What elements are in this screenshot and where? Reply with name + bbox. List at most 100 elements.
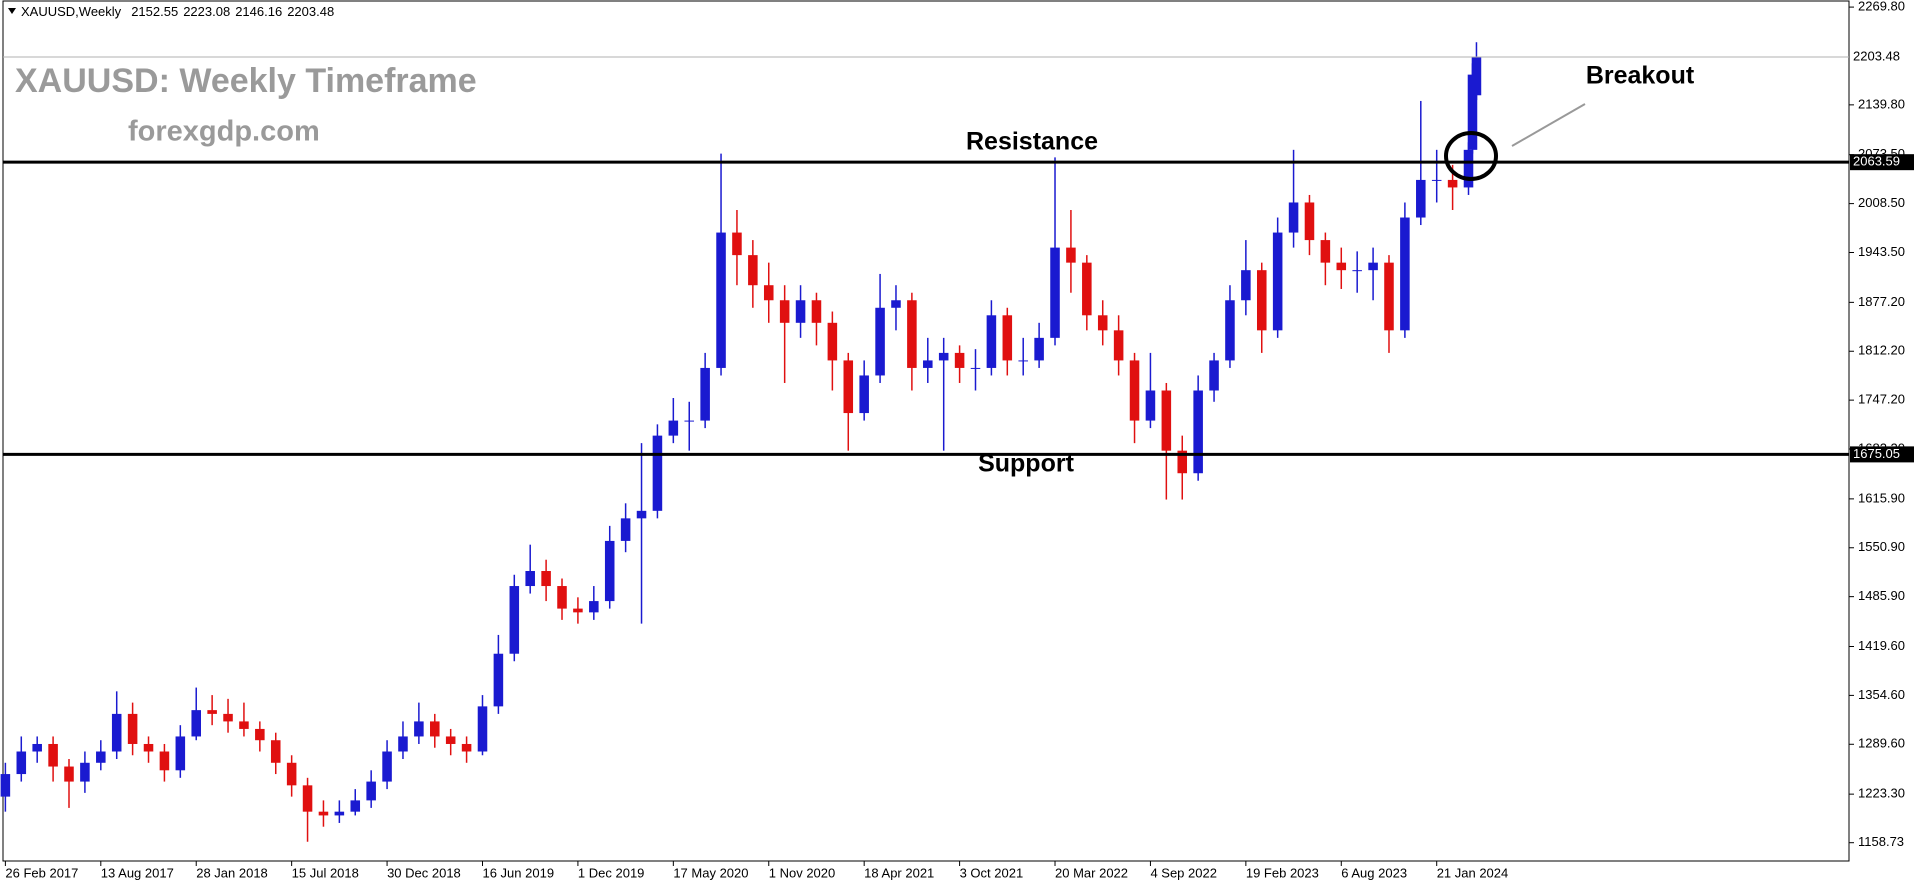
candle-body [652, 435, 663, 511]
y-tick-label: 1615.90 [1858, 490, 1905, 505]
candle-body [461, 743, 472, 752]
candle-body [318, 811, 329, 816]
resistance-label: Resistance [966, 128, 1098, 156]
candle-body [48, 743, 58, 767]
candle-body [1304, 202, 1315, 241]
y-tick-label: 1419.60 [1858, 638, 1905, 653]
candle-body [223, 713, 233, 722]
candle-body [668, 420, 679, 436]
candle-body [1447, 179, 1458, 188]
candle-body [923, 360, 933, 368]
y-tick-label: 2008.50 [1858, 195, 1905, 210]
candle-body [1225, 300, 1235, 361]
candle-body [96, 751, 106, 763]
candle-body [1272, 232, 1283, 331]
candle-body [938, 352, 949, 361]
plot-frame [2, 0, 1850, 862]
candle-body [843, 360, 854, 414]
x-tick-label: 17 May 2020 [673, 865, 748, 880]
candle-body [64, 766, 74, 782]
menu-triangle [8, 8, 16, 14]
chart-title: XAUUSD: Weekly Timeframe [15, 62, 477, 100]
candle-body [604, 540, 615, 602]
candle-body [1241, 270, 1251, 301]
candle-body [270, 740, 281, 763]
y-tick-label: 1877.20 [1858, 294, 1905, 309]
x-tick-label: 26 Feb 2017 [5, 865, 78, 880]
candle-body [827, 322, 838, 361]
current-price-box [1850, 48, 1914, 65]
candle-body [525, 570, 535, 587]
candle-body [1256, 270, 1267, 331]
candle-body [445, 736, 456, 744]
candle-body [509, 586, 520, 654]
candle-body [1471, 56, 1482, 96]
header-close: 2203.48 [287, 4, 334, 19]
header-open: 2152.55 [131, 4, 178, 19]
candle-body [334, 811, 345, 816]
candle-body [875, 307, 885, 376]
y-tick-label: 1812.20 [1858, 343, 1905, 358]
support-label: Support [978, 450, 1074, 478]
candle-body [0, 774, 11, 797]
candle-body [859, 375, 869, 414]
resistance-price-label: 2063.59 [1853, 154, 1900, 169]
support-price-label: 1675.05 [1853, 446, 1900, 461]
candle-body [1113, 330, 1124, 361]
candle-body [1384, 262, 1394, 331]
support-price-box [1850, 446, 1914, 463]
x-tick-label: 19 Feb 2023 [1246, 865, 1319, 880]
candle-body [1082, 262, 1092, 316]
candle-body [1097, 315, 1108, 331]
y-tick-label: 1485.90 [1858, 588, 1905, 603]
x-tick-label: 15 Jul 2018 [292, 865, 359, 880]
x-tick-label: 30 Dec 2018 [387, 865, 461, 880]
candle-body [541, 570, 551, 587]
candle-body [430, 721, 440, 737]
header-low: 2146.16 [235, 4, 282, 19]
candles [0, 42, 1482, 842]
candle-body [589, 601, 599, 613]
x-tick-label: 4 Sep 2022 [1150, 865, 1217, 880]
candle-body [1463, 149, 1474, 188]
resistance-price-box [1850, 154, 1914, 171]
candle-body [891, 300, 901, 308]
x-tick-label: 16 Jun 2019 [482, 865, 554, 880]
y-tick-label: 2269.80 [1858, 0, 1905, 14]
y-tick-label: 1289.60 [1858, 736, 1905, 751]
candle-body [1161, 390, 1172, 451]
candle-body [382, 751, 392, 782]
candle-body [1416, 179, 1426, 218]
candle-body [732, 232, 742, 256]
candle-body [1177, 450, 1188, 474]
candle-body [1352, 270, 1362, 272]
candle-body [286, 762, 297, 786]
y-tick-label: 1223.30 [1858, 786, 1905, 801]
candle-body [414, 721, 424, 737]
candle-body [1368, 262, 1378, 271]
candle-body [16, 751, 27, 775]
breakout-arrow [1511, 103, 1586, 147]
header-high: 2223.08 [183, 4, 230, 19]
subtitle: forexgdp.com [128, 116, 320, 148]
symbol: XAUUSD,Weekly [21, 4, 122, 19]
candle-body [700, 367, 710, 421]
breakout-circle [1444, 131, 1498, 181]
candle-body [811, 300, 822, 323]
candle-body [573, 608, 583, 613]
current-price-label: 2203.48 [1853, 48, 1900, 63]
header: XAUUSD,Weekly 2152.55 2223.08 2146.16 2203.4… [21, 4, 334, 19]
candle-body [143, 743, 154, 752]
candle-body [1400, 217, 1410, 331]
y-tick-label: 1158.73 [1858, 834, 1904, 849]
candle-body [907, 300, 917, 368]
candle-body [239, 721, 249, 729]
candle-body [748, 255, 758, 286]
candle-body [1193, 390, 1203, 474]
y-tick-label: 1354.60 [1858, 687, 1905, 702]
candle-body [32, 743, 42, 752]
candle-body [986, 315, 997, 368]
x-tick-label: 20 Mar 2022 [1055, 865, 1128, 880]
